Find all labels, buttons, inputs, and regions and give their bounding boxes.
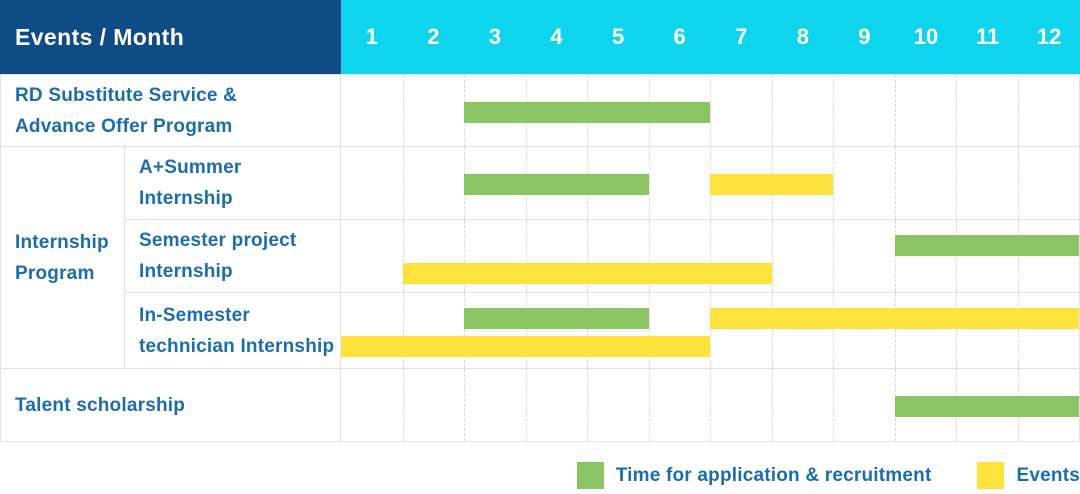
month-gridline — [1017, 147, 1019, 219]
month-gridline — [956, 147, 957, 219]
gantt-bar-application — [464, 308, 649, 329]
row-label-line: RD Substitute Service & — [15, 84, 238, 106]
month-gridline — [833, 75, 834, 146]
month-gridline — [464, 220, 465, 292]
gantt-track-talent-scholarship — [341, 368, 1080, 442]
month-gridline — [587, 369, 588, 441]
gantt-track-a-plus-summer — [341, 146, 1080, 219]
row-label-line: Internship — [139, 188, 233, 209]
month-gridline — [894, 147, 896, 219]
month-gridline — [525, 220, 527, 292]
month-gridline — [402, 293, 404, 368]
gantt-bar-application — [464, 174, 649, 195]
month-gridline — [648, 220, 650, 292]
month-label: 4 — [550, 24, 563, 49]
month-gridline — [1017, 293, 1019, 368]
month-gridline — [525, 293, 527, 368]
group-label-text: Internship Program — [15, 231, 109, 284]
gantt-bar-events — [710, 174, 833, 195]
gantt-bar-application — [894, 235, 1079, 256]
legend: Time for application & recruitment Event… — [0, 462, 1080, 489]
month-gridline — [710, 75, 711, 146]
legend-label: Events — [1016, 464, 1080, 486]
month-gridline — [525, 369, 527, 441]
month-gridline — [771, 75, 773, 146]
month-gridline — [648, 147, 650, 219]
gantt-bar-events — [341, 336, 710, 357]
month-gridline — [710, 220, 711, 292]
row-label-line: In-Semester — [139, 304, 250, 326]
month-gridline — [894, 220, 896, 292]
month-label: 7 — [735, 24, 748, 49]
month-gridline — [833, 293, 834, 368]
table-corner-header: Events / Month — [0, 0, 341, 74]
row-label-in-semester-technician: In-Semester technician Internship — [125, 292, 341, 368]
month-label: 3 — [488, 24, 502, 49]
month-label: 2 — [427, 24, 440, 49]
month-gridline — [833, 147, 834, 219]
month-gridline — [710, 369, 711, 441]
row-label-line: Talent scholarship — [15, 394, 186, 416]
gantt-track-semester-project — [341, 219, 1080, 292]
row-label-rd-substitute: RD Substitute Service & Advance Offer Pr… — [0, 74, 341, 146]
gantt-bar-events — [710, 308, 1079, 329]
month-label: 5 — [611, 24, 625, 49]
month-gridline — [648, 293, 650, 368]
month-gridline — [833, 220, 834, 292]
events-swatch-icon — [977, 462, 1005, 489]
month-label: 1 — [365, 24, 378, 49]
month-gridline — [956, 75, 957, 146]
month-label: 11 — [975, 24, 1000, 49]
month-gridline — [402, 75, 404, 146]
month-gridline — [1017, 220, 1019, 292]
month-gridline — [587, 293, 588, 368]
month-gridline — [402, 147, 404, 219]
month-gridline — [587, 220, 588, 292]
row-label-talent-scholarship: Talent scholarship — [0, 368, 341, 442]
month-gridline — [710, 293, 711, 368]
gantt-bar-events — [402, 263, 772, 284]
application-swatch-icon — [576, 462, 604, 489]
month-gridline — [771, 369, 773, 441]
month-gridline — [402, 220, 404, 292]
row-label-line: Advance Offer Program — [15, 115, 233, 137]
month-gridline — [956, 293, 957, 368]
month-gridline — [833, 369, 834, 441]
legend-item-events: Events — [977, 462, 1080, 489]
row-label-line: A+Summer — [139, 157, 242, 178]
gantt-track-in-semester-technician — [341, 292, 1080, 368]
month-label: 6 — [673, 24, 686, 49]
gantt-bar-application — [894, 396, 1079, 417]
row-label-line: technician Internship — [139, 335, 335, 357]
row-label-a-plus-summer: A+Summer Internship — [125, 146, 341, 219]
legend-item-application: Time for application & recruitment — [576, 462, 932, 489]
month-gridline — [894, 293, 896, 368]
month-gridline — [1017, 75, 1019, 146]
months-header: 1 2 3 4 5 6 7 8 9 10 11 12 — [341, 0, 1080, 74]
row-label-line: Semester project — [139, 230, 297, 251]
row-label-line: Internship — [139, 261, 233, 282]
corner-header-label: Events / Month — [15, 23, 185, 50]
month-gridline — [956, 220, 957, 292]
month-gridline — [464, 293, 465, 368]
gantt-bar-application — [464, 101, 710, 123]
month-gridline — [771, 220, 773, 292]
month-gridline — [464, 369, 465, 441]
row-label-semester-project: Semester project Internship — [125, 219, 341, 292]
legend-label: Time for application & recruitment — [615, 464, 932, 486]
month-label: 8 — [796, 24, 809, 49]
gantt-track-rd-substitute — [341, 74, 1080, 146]
month-gridline — [894, 75, 896, 146]
month-gridline — [648, 369, 650, 441]
month-label: 12 — [1036, 24, 1062, 49]
month-gridline — [771, 293, 773, 368]
month-gridline — [402, 369, 404, 441]
group-label-internship-program: Internship Program — [0, 146, 125, 368]
month-label: 9 — [858, 24, 871, 49]
gantt-table: Events / Month 1 2 3 4 5 6 7 8 9 10 11 1… — [0, 0, 1080, 442]
month-label: 10 — [913, 24, 939, 49]
